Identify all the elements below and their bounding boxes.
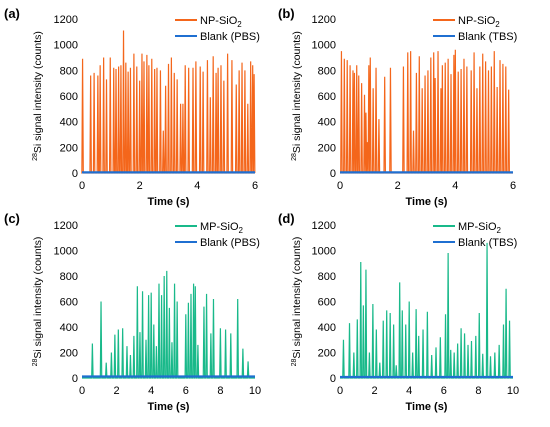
- chart-panel-b: (b) 0 200 400 600 800 1000 1200 0 2 4 6 Time (s) 28Si…: [278, 6, 517, 208]
- legend-label: MP-SiO2: [458, 221, 502, 235]
- legend-label: MP-SiO2: [200, 221, 244, 235]
- y-tick-label: 400: [60, 322, 78, 334]
- chart-panel-d: (d) 0 200 400 600 800 1000 1200 0 2 4 6 8 10 Time (s) 2…: [278, 211, 519, 413]
- y-axis-title: 28Si signal intensity (counts): [32, 237, 44, 367]
- y-tick-label: 800: [318, 271, 336, 283]
- y-tick-label: 600: [60, 297, 78, 309]
- x-tick-label: 2: [395, 180, 401, 192]
- y-axis-title-text: Si signal intensity (counts): [291, 31, 303, 153]
- legend-label: Blank (PBS): [200, 31, 260, 43]
- x-tick-label: 4: [194, 180, 200, 192]
- y-axis-title-isotope: 28: [32, 153, 39, 161]
- legend-label: Blank (TBS): [458, 237, 517, 249]
- y-tick-label: 200: [60, 348, 78, 360]
- x-tick-label: 4: [148, 385, 154, 397]
- y-tick-label: 1200: [312, 220, 336, 232]
- x-axis-title: Time (s): [148, 196, 190, 208]
- y-tick-label: 200: [318, 142, 336, 154]
- legend-label-subscript: 2: [239, 226, 244, 235]
- y-tick-label: 600: [318, 91, 336, 103]
- y-axis-title-text: Si signal intensity (counts): [32, 237, 44, 359]
- legend-label: NP-SiO2: [458, 15, 500, 29]
- y-tick-label: 600: [318, 297, 336, 309]
- y-tick-label: 600: [60, 91, 78, 103]
- x-axis-title: Time (s): [406, 196, 448, 208]
- y-axis-title-text: Si signal intensity (counts): [32, 31, 44, 153]
- x-tick-label: 0: [79, 385, 85, 397]
- x-tick-label: 4: [452, 180, 458, 192]
- legend-label: NP-SiO2: [200, 15, 242, 29]
- legend-label-subscript: 2: [495, 20, 500, 29]
- chart-panel-a: (a) 0 200 400 600 800 1000 1200 0 2 4 6 Time (s) 28Si…: [4, 6, 260, 208]
- series-line-c-particles: [82, 270, 255, 379]
- y-tick-label: 1000: [54, 246, 78, 258]
- y-axis-title-text: Si signal intensity (counts): [291, 237, 303, 359]
- y-axis-title: 28Si signal intensity (counts): [291, 31, 303, 161]
- x-tick-label: 6: [510, 180, 516, 192]
- x-tick-label: 0: [337, 385, 343, 397]
- series-line-d-particles: [340, 242, 513, 379]
- legend-label-subscript: 2: [497, 226, 502, 235]
- y-tick-label: 0: [72, 373, 78, 385]
- y-tick-label: 200: [318, 348, 336, 360]
- x-tick-label: 2: [372, 385, 378, 397]
- y-axis-title: 28Si signal intensity (counts): [32, 31, 44, 161]
- y-axis-title-isotope: 28: [291, 153, 298, 161]
- y-tick-label: 0: [330, 373, 336, 385]
- y-tick-label: 800: [60, 65, 78, 77]
- x-tick-label: 0: [79, 180, 85, 192]
- y-tick-label: 400: [60, 117, 78, 129]
- legend-label-subscript: 2: [237, 20, 242, 29]
- panel-label: (a): [4, 6, 20, 21]
- x-tick-label: 0: [337, 180, 343, 192]
- x-tick-label: 4: [406, 385, 412, 397]
- x-axis-title: Time (s): [406, 401, 448, 413]
- y-tick-label: 1200: [54, 220, 78, 232]
- y-tick-label: 1000: [312, 40, 336, 52]
- y-tick-label: 0: [330, 168, 336, 180]
- series-line-a-particles: [81, 30, 256, 174]
- legend-label-main: Blank (TBS): [458, 237, 517, 249]
- y-tick-label: 200: [60, 142, 78, 154]
- y-tick-label: 800: [60, 271, 78, 283]
- y-tick-label: 1000: [54, 40, 78, 52]
- y-tick-label: 400: [318, 322, 336, 334]
- y-axis-title: 28Si signal intensity (counts): [291, 237, 303, 367]
- y-tick-label: 400: [318, 117, 336, 129]
- legend-label-main: Blank (PBS): [200, 237, 260, 249]
- series-line-b-particles: [340, 49, 513, 174]
- legend-label: Blank (PBS): [200, 237, 260, 249]
- y-axis-title-isotope: 28: [32, 358, 39, 366]
- x-tick-label: 6: [252, 180, 258, 192]
- y-tick-label: 1000: [312, 246, 336, 258]
- x-tick-label: 2: [114, 385, 120, 397]
- legend-label-main: NP-SiO: [458, 15, 496, 27]
- x-tick-label: 6: [441, 385, 447, 397]
- panel-label: (c): [4, 211, 20, 226]
- legend-label-main: MP-SiO: [200, 221, 239, 233]
- panel-label: (d): [278, 211, 295, 226]
- x-axis-title: Time (s): [148, 401, 190, 413]
- y-axis-title-isotope: 28: [291, 358, 298, 366]
- y-tick-label: 1200: [54, 14, 78, 26]
- y-tick-label: 1200: [312, 14, 336, 26]
- panel-label: (b): [278, 6, 295, 21]
- x-tick-label: 2: [137, 180, 143, 192]
- legend-label-main: NP-SiO: [200, 15, 238, 27]
- legend-label-main: Blank (TBS): [458, 31, 517, 43]
- x-tick-label: 8: [475, 385, 481, 397]
- legend-label-main: Blank (PBS): [200, 31, 260, 43]
- x-tick-label: 6: [183, 385, 189, 397]
- x-tick-label: 10: [507, 385, 519, 397]
- x-tick-label: 10: [249, 385, 261, 397]
- x-tick-label: 8: [217, 385, 223, 397]
- legend-label: Blank (TBS): [458, 31, 517, 43]
- y-tick-label: 800: [318, 65, 336, 77]
- legend-label-main: MP-SiO: [458, 221, 497, 233]
- y-tick-label: 0: [72, 168, 78, 180]
- chart-panel-c: (c) 0 200 400 600 800 1000 1200 0 2 4 6 8 10 Time (s) 2…: [4, 211, 261, 413]
